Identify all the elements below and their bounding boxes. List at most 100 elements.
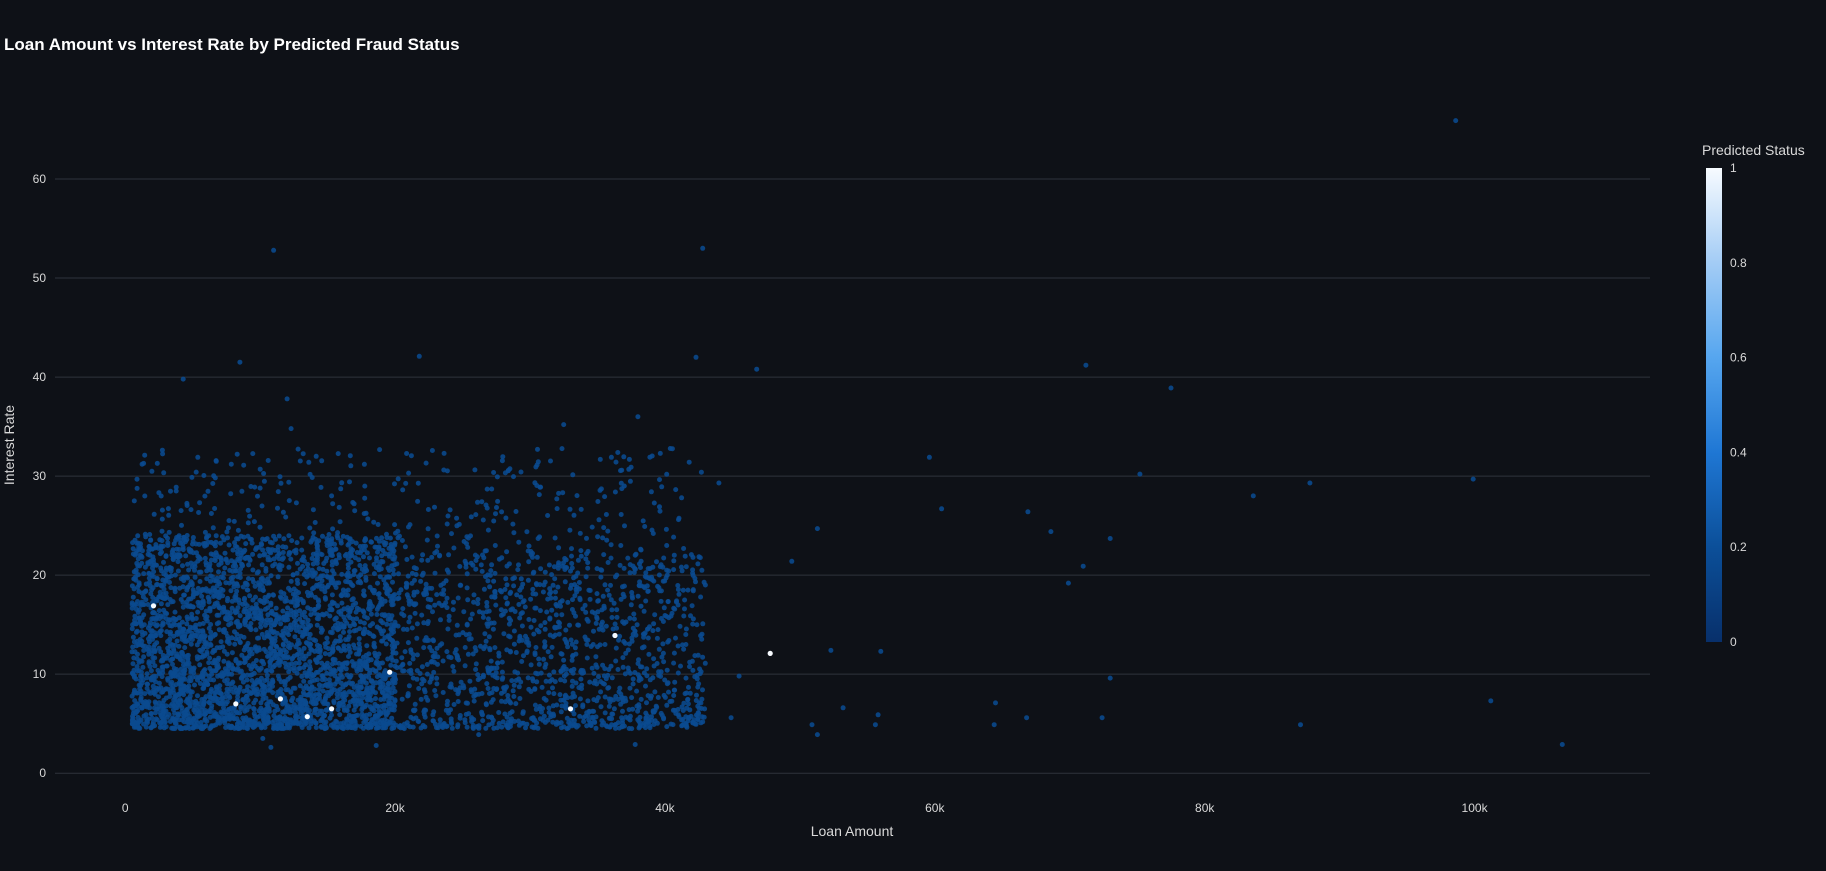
data-point-status-0 — [455, 699, 461, 704]
data-point-status-0 — [418, 696, 424, 702]
data-point-status-0 — [210, 525, 216, 531]
data-point-status-0 — [828, 647, 834, 653]
data-point-status-0 — [160, 451, 166, 457]
data-point-status-0 — [411, 565, 417, 571]
data-point-status-0 — [434, 533, 440, 539]
data-point-status-0 — [177, 697, 183, 703]
data-point-status-0 — [609, 607, 615, 613]
data-point-status-0 — [407, 522, 413, 528]
data-point-status-0 — [484, 603, 490, 609]
data-point-status-0 — [700, 719, 706, 725]
data-point-status-0 — [347, 479, 352, 485]
data-point-status-0 — [291, 653, 297, 659]
data-point-status-0 — [289, 538, 295, 544]
data-point-status-0 — [360, 691, 366, 697]
data-point-status-0 — [277, 594, 283, 600]
data-point-status-0 — [162, 719, 168, 725]
data-point-status-0 — [260, 588, 266, 593]
data-point-status-0 — [517, 587, 523, 593]
data-point-status-0 — [305, 573, 311, 578]
data-point-status-0 — [517, 633, 523, 639]
data-point-status-0 — [468, 514, 474, 520]
data-point-status-0 — [309, 475, 315, 480]
data-point-status-0 — [172, 694, 178, 700]
data-point-status-0 — [510, 521, 516, 527]
data-point-status-0 — [207, 588, 213, 594]
data-point-status-0 — [342, 690, 348, 696]
data-point-status-0 — [178, 576, 184, 582]
data-point-status-0 — [330, 501, 336, 507]
data-point-status-0 — [313, 453, 319, 459]
data-point-status-0 — [364, 724, 370, 729]
data-point-status-0 — [353, 600, 359, 606]
data-point-status-0 — [253, 627, 259, 633]
data-point-status-0 — [225, 525, 231, 531]
data-point-status-0 — [221, 705, 226, 711]
data-point-status-0 — [736, 673, 742, 679]
data-point-status-0 — [625, 555, 631, 561]
data-point-status-0 — [361, 593, 367, 599]
data-point-status-0 — [699, 567, 705, 573]
data-point-status-0 — [265, 554, 271, 560]
data-point-status-0 — [163, 568, 169, 573]
data-point-status-0 — [399, 655, 405, 661]
data-point-status-0 — [367, 555, 372, 561]
data-point-status-0 — [278, 480, 284, 486]
data-point-status-0 — [318, 718, 324, 724]
data-point-status-0 — [528, 662, 534, 668]
data-point-status-0 — [358, 667, 364, 673]
data-point-status-0 — [533, 605, 539, 611]
data-point-status-0 — [199, 707, 205, 713]
data-point-status-0 — [306, 651, 312, 657]
data-point-status-0 — [405, 573, 411, 579]
data-point-status-0 — [335, 645, 341, 651]
data-point-status-0 — [130, 540, 136, 546]
data-point-status-0 — [412, 701, 418, 707]
data-point-status-0 — [166, 512, 172, 518]
data-point-status-0 — [232, 685, 238, 691]
data-point-status-0 — [148, 711, 154, 717]
data-point-status-0 — [211, 577, 217, 583]
data-point-status-0 — [673, 487, 679, 493]
data-point-status-0 — [627, 685, 633, 691]
data-point-status-0 — [602, 642, 608, 647]
data-point-status-0 — [392, 522, 398, 528]
data-point-status-0 — [360, 654, 366, 660]
data-point-status-0 — [334, 679, 340, 685]
data-point-status-0 — [197, 621, 203, 627]
data-point-status-0 — [186, 596, 192, 602]
data-point-status-0 — [192, 574, 198, 580]
data-point-status-0 — [569, 553, 574, 559]
data-point-status-0 — [939, 506, 945, 512]
data-point-status-0 — [133, 643, 139, 649]
data-point-status-0 — [680, 722, 685, 728]
data-point-status-0 — [466, 631, 472, 637]
data-point-status-0 — [414, 668, 420, 674]
data-point-status-0 — [280, 544, 286, 550]
data-point-status-0 — [229, 635, 235, 641]
data-point-status-0 — [515, 718, 521, 724]
data-point-status-0 — [275, 489, 281, 495]
data-point-status-0 — [696, 710, 702, 716]
data-point-status-0 — [658, 710, 664, 716]
data-point-status-0 — [499, 676, 505, 682]
data-point-status-0 — [503, 595, 509, 601]
data-point-status-0 — [639, 645, 645, 651]
data-point-status-0 — [554, 506, 560, 512]
data-point-status-0 — [683, 714, 689, 720]
data-point-status-0 — [406, 598, 412, 604]
data-point-status-0 — [207, 691, 213, 697]
data-point-status-0 — [246, 576, 251, 582]
data-point-status-0 — [690, 587, 696, 593]
data-point-status-0 — [300, 653, 305, 658]
data-point-status-0 — [504, 714, 510, 720]
data-point-status-0 — [143, 588, 149, 594]
data-point-status-0 — [145, 551, 151, 557]
data-point-status-0 — [147, 532, 153, 537]
data-point-status-0 — [319, 552, 325, 558]
data-point-status-0 — [507, 648, 513, 654]
data-point-status-0 — [558, 603, 563, 609]
data-point-status-0 — [345, 556, 351, 562]
data-point-status-0 — [221, 648, 227, 654]
data-point-status-0 — [487, 584, 493, 590]
